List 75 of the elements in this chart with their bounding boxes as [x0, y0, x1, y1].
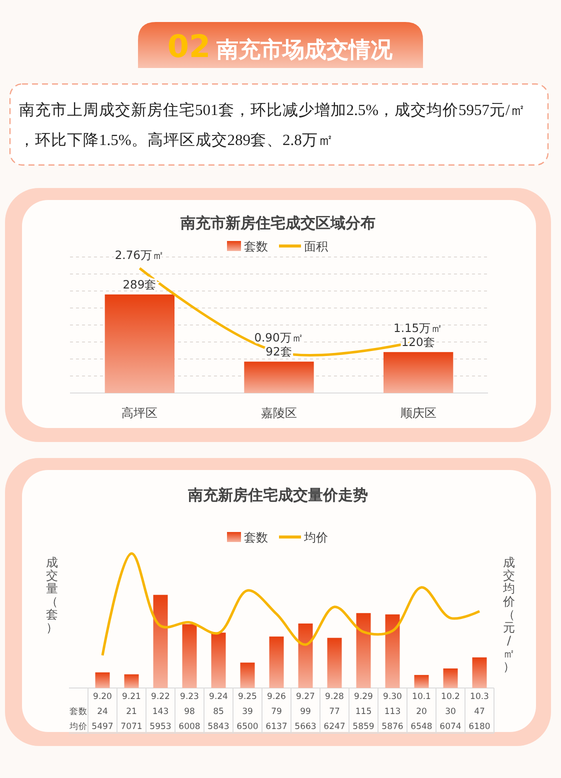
x-tick-label: 9.24 — [209, 692, 228, 702]
bar — [182, 624, 197, 688]
x-tick-label: 10.2 — [441, 692, 460, 702]
data-label: 5876 — [382, 722, 404, 732]
x-tick-label: 9.25 — [238, 692, 257, 702]
data-label: 113 — [384, 707, 401, 717]
x-tick-label: 高坪区 — [122, 406, 158, 420]
text: 成交均价（元/㎡） — [503, 556, 515, 674]
x-tick-label: 9.23 — [180, 692, 199, 702]
data-label: 24 — [97, 707, 108, 717]
bar — [298, 624, 313, 688]
data-label: 5843 — [208, 722, 230, 732]
x-tick-label: 9.21 — [122, 692, 141, 702]
bar — [385, 614, 400, 688]
data-label: 47 — [474, 707, 485, 717]
x-tick-label: 9.20 — [93, 692, 112, 702]
bar — [443, 668, 458, 688]
data-label: 77 — [329, 707, 340, 717]
data-label: 1.15万㎡ — [394, 321, 444, 336]
data-label: 30 — [445, 707, 456, 717]
data-label: 6247 — [324, 722, 346, 732]
chart-title: 南充新房住宅成交量价走势 — [187, 486, 368, 504]
data-label: 6074 — [440, 722, 462, 732]
data-label: 5497 — [92, 722, 114, 732]
text: 02 南充市场成交情况 — [167, 29, 394, 65]
x-tick-label: 9.27 — [296, 692, 315, 702]
bar — [472, 657, 487, 688]
data-label: 79 — [271, 707, 282, 717]
data-label: 20 — [416, 707, 427, 717]
bar — [327, 638, 342, 688]
legend-label: 套数 — [244, 530, 268, 544]
data-label: 5663 — [294, 722, 316, 732]
data-label: 6500 — [236, 722, 258, 732]
data-label: 85 — [213, 707, 224, 717]
bar — [211, 632, 226, 688]
data-label: 0.90万㎡ — [254, 330, 304, 345]
bar — [95, 672, 110, 688]
x-tick-label: 顺庆区 — [400, 406, 436, 420]
text: 南充市上周成交新房住宅501套，环比减少增加2.5%，成交均价5957元/㎡，环比下降1.5%。高坪区成交289套、2.8万㎡ — [19, 101, 526, 149]
data-label: 39 — [242, 707, 253, 717]
legend-label: 均价 — [303, 530, 328, 544]
bar — [124, 674, 139, 688]
data-label: 99 — [300, 707, 311, 717]
legend-label: 套数 — [244, 240, 268, 254]
bar — [153, 594, 168, 688]
data-label: 6008 — [178, 722, 200, 732]
bar — [240, 662, 255, 688]
data-label: 289套 — [122, 277, 157, 292]
data-label: 115 — [355, 707, 372, 717]
x-tick-label: 9.30 — [383, 692, 402, 702]
bar — [356, 613, 371, 688]
data-label: 6180 — [468, 722, 490, 732]
data-label: 7071 — [120, 722, 142, 732]
data-label: 21 — [126, 707, 137, 717]
data-label: 5859 — [352, 722, 374, 732]
x-tick-label: 9.22 — [151, 692, 170, 702]
bar — [414, 674, 429, 688]
x-tick-label: 9.28 — [325, 692, 344, 702]
data-label: 6548 — [410, 722, 432, 732]
x-tick-label: 嘉陵区 — [261, 406, 297, 420]
x-tick-label: 9.26 — [267, 692, 286, 702]
x-tick-label: 9.29 — [354, 692, 373, 702]
bar — [269, 636, 284, 688]
text: 均价 — [70, 722, 88, 732]
text: 套数 — [70, 707, 88, 717]
y-axis-title: 成交量（套） — [46, 556, 58, 634]
data-label: 2.76万㎡ — [114, 248, 164, 262]
x-tick-label: 10.3 — [470, 692, 489, 702]
data-label: 5953 — [150, 722, 172, 732]
x-tick-label: 10.1 — [412, 692, 431, 702]
chart-title: 南充市新房住宅成交区域分布 — [180, 214, 376, 232]
data-label: 6137 — [266, 722, 288, 732]
data-label: 98 — [184, 707, 195, 717]
legend-label: 面积 — [304, 240, 328, 254]
data-label: 143 — [152, 707, 169, 717]
